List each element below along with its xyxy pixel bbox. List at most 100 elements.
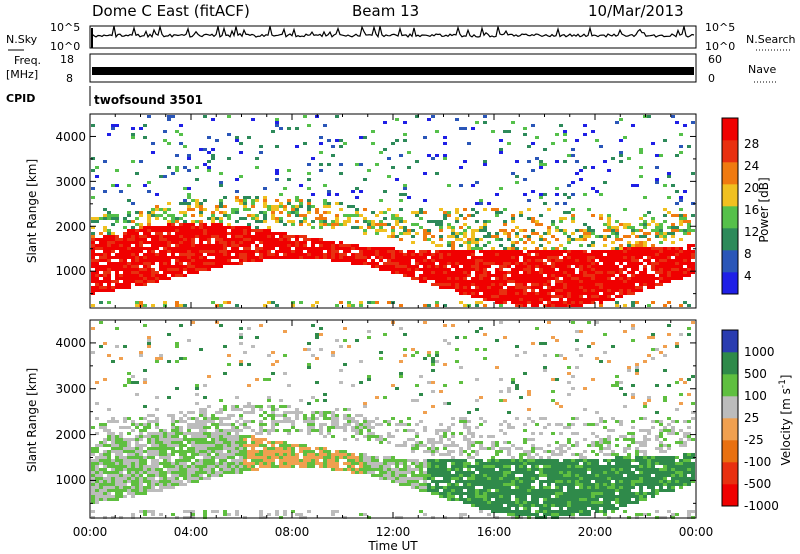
heatmap-cell (139, 450, 143, 453)
heatmap-cell (615, 271, 619, 274)
heatmap-cell (103, 271, 107, 274)
heatmap-cell (663, 250, 667, 253)
heatmap-cell (167, 226, 171, 229)
heatmap-cell (651, 286, 655, 289)
heatmap-cell (247, 465, 251, 468)
heatmap-cell (199, 244, 203, 247)
heatmap-cell (275, 220, 279, 223)
heatmap-cell (487, 283, 491, 286)
heatmap-cell (459, 453, 463, 456)
heatmap-cell (247, 450, 251, 453)
heatmap-cell (159, 253, 163, 256)
heatmap-cell (279, 420, 283, 423)
heatmap-cell (175, 250, 179, 253)
heatmap-cell (363, 468, 367, 471)
heatmap-cell (375, 417, 379, 420)
heatmap-cell (267, 456, 271, 459)
heatmap-cell (371, 250, 375, 253)
heatmap-cell (687, 271, 691, 274)
heatmap-cell (583, 298, 587, 301)
heatmap-cell (135, 274, 139, 277)
heatmap-cell (603, 274, 607, 277)
heatmap-cell (247, 444, 251, 447)
heatmap-cell (243, 447, 247, 450)
heatmap-cell (107, 495, 111, 498)
heatmap-cell (143, 513, 147, 516)
heatmap-cell (371, 247, 375, 250)
heatmap-cell (559, 298, 563, 301)
heatmap-cell (91, 510, 95, 513)
heatmap-cell (247, 327, 251, 330)
heatmap-cell (551, 274, 555, 277)
heatmap-cell (371, 426, 375, 429)
heatmap-cell (527, 259, 531, 262)
heatmap-cell (111, 184, 115, 187)
heatmap-cell (663, 184, 667, 187)
heatmap-cell (335, 453, 339, 456)
heatmap-cell (319, 220, 323, 223)
heatmap-cell (527, 286, 531, 289)
heatmap-cell (535, 232, 539, 235)
heatmap-cell (343, 339, 347, 342)
heatmap-cell (219, 238, 223, 241)
heatmap-cell (163, 429, 167, 432)
heatmap-cell (555, 289, 559, 292)
heatmap-cell (571, 148, 575, 151)
heatmap-cell (139, 435, 143, 438)
heatmap-cell (223, 211, 227, 214)
heatmap-cell (579, 277, 583, 280)
heatmap-cell (111, 289, 115, 292)
heatmap-cell (663, 208, 667, 211)
heatmap-cell (535, 253, 539, 256)
heatmap-cell (435, 244, 439, 247)
heatmap-cell (503, 295, 507, 298)
heatmap-cell (259, 253, 263, 256)
heatmap-cell (319, 244, 323, 247)
heatmap-cell (467, 438, 471, 441)
heatmap-cell (331, 223, 335, 226)
heatmap-cell (159, 480, 163, 483)
heatmap-cell (595, 298, 599, 301)
heatmap-cell (343, 414, 347, 417)
heatmap-cell (163, 241, 167, 244)
heatmap-cell (403, 423, 407, 426)
heatmap-cell (215, 462, 219, 465)
colorbar-segment (722, 140, 738, 163)
heatmap-cell (519, 286, 523, 289)
heatmap-cell (159, 474, 163, 477)
heatmap-cell (423, 259, 427, 262)
heatmap-cell (131, 465, 135, 468)
heatmap-cell (399, 271, 403, 274)
heatmap-cell (131, 262, 135, 265)
heatmap-cell (151, 420, 155, 423)
heatmap-cell (91, 327, 95, 330)
heatmap-cell (367, 456, 371, 459)
heatmap-cell (403, 441, 407, 444)
heatmap-cell (91, 244, 95, 247)
heatmap-cell (639, 256, 643, 259)
heatmap-cell (491, 235, 495, 238)
heatmap-cell (159, 456, 163, 459)
heatmap-cell (503, 223, 507, 226)
heatmap-cell (207, 453, 211, 456)
heatmap-cell (319, 465, 323, 468)
heatmap-cell (619, 247, 623, 250)
heatmap-cell (651, 256, 655, 259)
heatmap-cell (407, 256, 411, 259)
heatmap-cell (163, 226, 167, 229)
heatmap-cell (303, 462, 307, 465)
heatmap-cell (583, 265, 587, 268)
heatmap-cell (399, 471, 403, 474)
heatmap-cell (607, 295, 611, 298)
heatmap-cell (211, 247, 215, 250)
heatmap-cell (91, 169, 95, 172)
heatmap-cell (403, 483, 407, 486)
heatmap-cell (607, 289, 611, 292)
heatmap-cell (199, 408, 203, 411)
heatmap-cell (171, 465, 175, 468)
heatmap-cell (95, 166, 99, 169)
heatmap-cell (435, 486, 439, 489)
heatmap-cell (111, 262, 115, 265)
heatmap-cell (335, 414, 339, 417)
heatmap-cell (107, 277, 111, 280)
